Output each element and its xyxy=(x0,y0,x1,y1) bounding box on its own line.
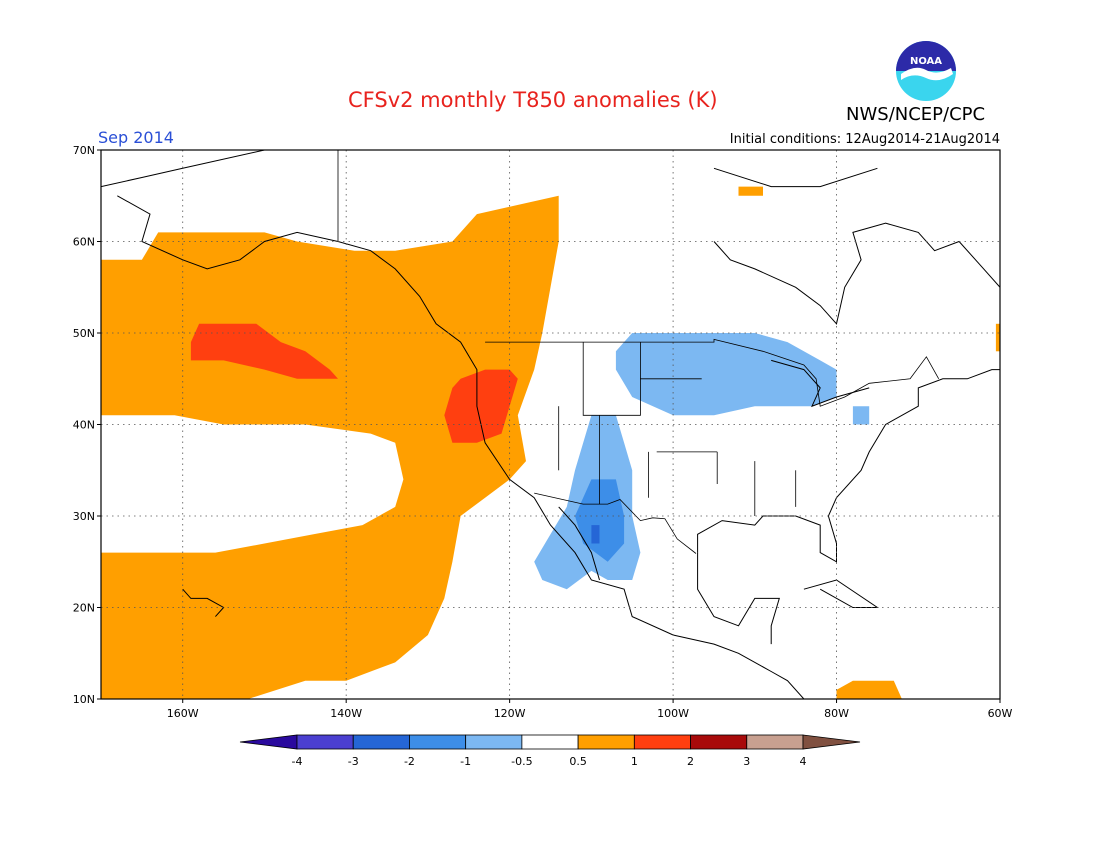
anomaly-region-10 xyxy=(852,406,870,425)
coastline xyxy=(771,359,870,408)
colorbar-label: -0.5 xyxy=(511,755,532,768)
colorbar-label: 4 xyxy=(800,755,807,768)
colorbar-swatch xyxy=(465,734,523,750)
political-border xyxy=(485,338,940,407)
coastline xyxy=(713,167,878,188)
colorbar-swatch xyxy=(802,734,861,750)
initial-conditions: Initial conditions: 12Aug2014-21Aug2014 xyxy=(729,132,1000,147)
lat-tick-label: 70N xyxy=(73,144,95,157)
anomaly-region-6 xyxy=(575,479,625,562)
lat-tick-label: 20N xyxy=(73,602,95,615)
political-border xyxy=(534,492,697,554)
coastline xyxy=(803,579,880,608)
colorbar-swatch xyxy=(352,734,410,750)
coastline xyxy=(182,588,225,617)
map-title: CFSv2 monthly T850 anomalies (K) xyxy=(348,88,718,112)
anomaly-region-7 xyxy=(591,525,600,544)
colorbar-swatch xyxy=(690,734,748,750)
colorbar-label: -3 xyxy=(348,755,359,768)
coastline xyxy=(558,506,600,581)
lon-tick-label: 80W xyxy=(824,707,849,720)
colorbar-label: 2 xyxy=(687,755,694,768)
anomaly-region-3 xyxy=(444,369,518,443)
anomaly-region-11 xyxy=(995,323,1000,352)
lat-tick-label: 30N xyxy=(73,510,95,523)
colorbar-swatch xyxy=(577,734,635,750)
agency-label: NWS/NCEP/CPC xyxy=(846,104,986,125)
colorbar-label: -2 xyxy=(404,755,415,768)
anomaly-region-4 xyxy=(615,333,837,416)
lon-tick-label: 120W xyxy=(494,707,526,720)
colorbar-swatch xyxy=(239,734,298,750)
colorbar-label: 3 xyxy=(743,755,750,768)
colorbar-swatch xyxy=(746,734,804,750)
lon-tick-label: 100W xyxy=(657,707,689,720)
colorbar-swatch xyxy=(409,734,467,750)
coastline xyxy=(697,552,780,645)
colorbar-label: -1 xyxy=(460,755,471,768)
anomaly-region-2 xyxy=(190,323,338,379)
colorbar-swatch xyxy=(296,734,354,750)
colorbar-label: -4 xyxy=(292,755,303,768)
coastline xyxy=(117,195,806,699)
colorbar-label: 0.5 xyxy=(569,755,587,768)
lon-tick-label: 140W xyxy=(330,707,362,720)
colorbar-label: 1 xyxy=(631,755,638,768)
colorbar: -4 -3 -2 -1 -0.5 0.5 1 2 3 4 xyxy=(239,734,861,768)
lat-tick-label: 50N xyxy=(73,327,95,340)
anomaly-region-9 xyxy=(738,186,763,196)
colorbar-swatch xyxy=(633,734,691,750)
coastline xyxy=(101,150,347,188)
anomaly-region-8 xyxy=(836,680,902,699)
lat-tick-label: 60N xyxy=(73,236,95,249)
colorbar-swatch xyxy=(521,734,579,750)
forecast-period: Sep 2014 xyxy=(98,128,174,147)
noaa-logo-text: NOAA xyxy=(910,56,942,67)
anomaly-region-1 xyxy=(101,415,404,553)
lon-tick-label: 60W xyxy=(988,707,1013,720)
noaa-logo: NOAA xyxy=(895,40,957,102)
lat-tick-label: 40N xyxy=(73,419,95,432)
lon-tick-label: 160W xyxy=(167,707,199,720)
coastline xyxy=(713,222,1000,325)
lat-tick-label: 10N xyxy=(73,693,95,706)
